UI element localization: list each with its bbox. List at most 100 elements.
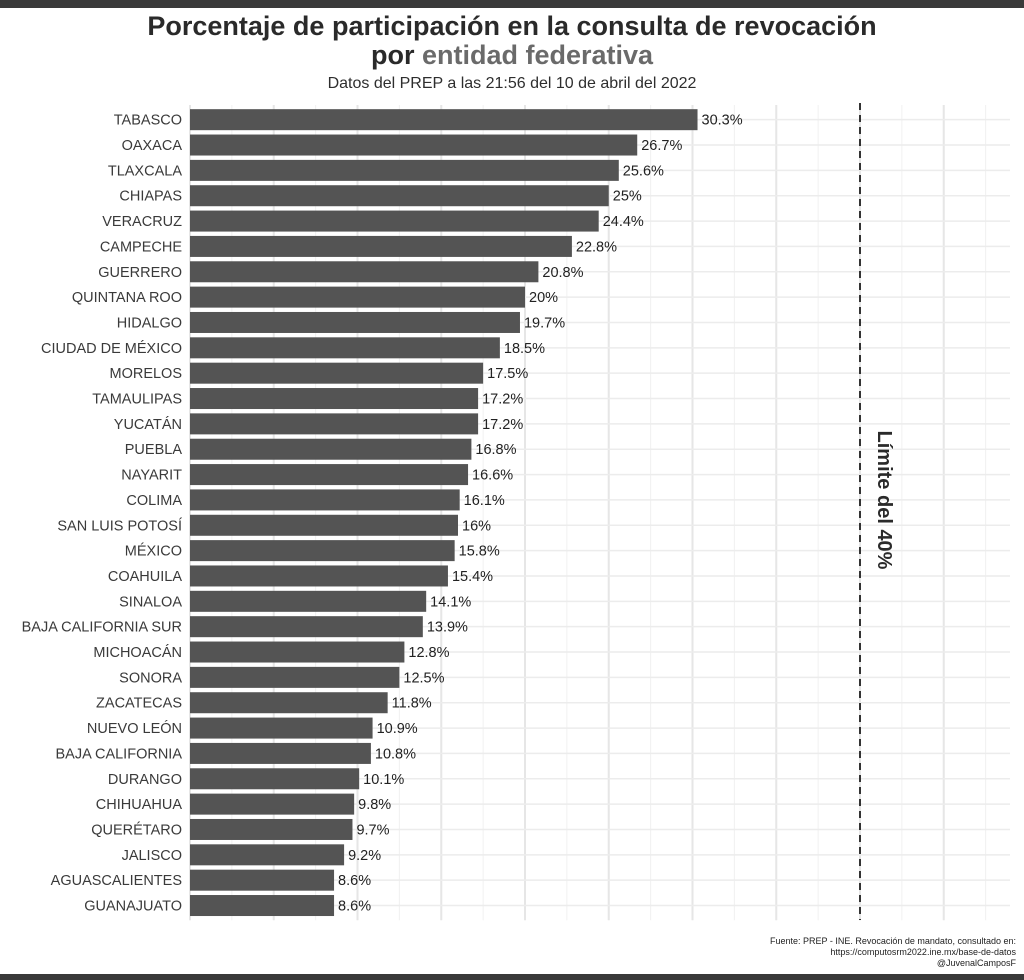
bar <box>190 464 469 486</box>
value-label: 15.4% <box>452 569 493 585</box>
bar <box>190 590 427 612</box>
bar <box>190 895 335 917</box>
title-prefix: por <box>370 40 422 70</box>
chart-subtitle: Datos del PREP a las 21:56 del 10 de abr… <box>327 75 697 92</box>
category-label: GUANAJUATO <box>84 899 182 915</box>
category-label: HIDALGO <box>117 315 182 331</box>
bar <box>190 540 455 562</box>
value-label: 17.5% <box>487 366 528 382</box>
value-label: 13.9% <box>427 620 468 636</box>
value-label: 11.8% <box>392 696 432 712</box>
value-label: 20.8% <box>542 265 583 281</box>
value-label: 16% <box>462 518 491 534</box>
value-label: 12.8% <box>408 645 449 661</box>
value-label: 16.1% <box>464 493 505 509</box>
bottom-border <box>0 974 1024 980</box>
category-label: MORELOS <box>109 366 182 382</box>
category-label: COLIMA <box>126 493 182 509</box>
bar <box>190 235 572 257</box>
category-label: QUERÉTARO <box>91 821 182 838</box>
bar <box>190 565 448 587</box>
category-label: TLAXCALA <box>108 163 182 179</box>
category-label: BAJA CALIFORNIA SUR <box>22 620 182 636</box>
bar <box>190 692 388 714</box>
bar <box>190 311 520 333</box>
bar <box>190 388 479 410</box>
value-label: 10.8% <box>375 746 416 762</box>
source-note: Fuente: PREP - INE. Revocación de mandat… <box>496 936 1016 969</box>
source-line-2: https://computosrm2022.ine.mx/base-de-da… <box>830 947 1016 957</box>
bar <box>190 489 460 511</box>
bar <box>190 869 335 891</box>
bar <box>190 438 472 460</box>
reference-line-label: Límite del 40% <box>873 431 895 570</box>
bar <box>190 286 525 308</box>
value-label: 10.1% <box>363 772 404 788</box>
bar <box>190 616 423 638</box>
value-label: 9.7% <box>356 822 389 838</box>
top-border <box>0 0 1024 8</box>
source-line-1: Fuente: PREP - INE. Revocación de mandat… <box>770 936 1016 946</box>
bar <box>190 109 698 131</box>
bar <box>190 413 479 435</box>
bar <box>190 514 458 536</box>
value-label: 20% <box>529 290 558 306</box>
value-label: 8.6% <box>338 899 371 915</box>
value-label: 25.6% <box>623 163 664 179</box>
category-label: CHIAPAS <box>119 189 182 205</box>
bar <box>190 818 353 840</box>
value-label: 9.8% <box>358 797 391 813</box>
category-label: GUERRERO <box>98 265 182 281</box>
value-label: 17.2% <box>482 392 523 408</box>
category-label: MÉXICO <box>125 543 182 560</box>
value-label: 17.2% <box>482 417 523 433</box>
category-label: NAYARIT <box>121 468 182 484</box>
category-label: CHIHUAHUA <box>96 797 183 813</box>
category-label: ZACATECAS <box>96 696 182 712</box>
bar <box>190 641 405 663</box>
category-label: PUEBLA <box>125 442 183 458</box>
value-label: 16.8% <box>475 442 516 458</box>
category-label: SAN LUIS POTOSÍ <box>57 517 182 534</box>
bar <box>190 717 373 739</box>
value-label: 25% <box>613 189 642 205</box>
value-label: 30.3% <box>702 113 743 129</box>
value-label: 24.4% <box>603 214 644 230</box>
category-label: NUEVO LEÓN <box>87 720 182 737</box>
value-label: 22.8% <box>576 239 617 255</box>
value-label: 18.5% <box>504 341 545 357</box>
category-label: MICHOACÁN <box>93 644 182 661</box>
bar <box>190 210 599 232</box>
bar <box>190 134 638 156</box>
category-label: SONORA <box>119 670 182 686</box>
chart-title: Porcentaje de participación en la consul… <box>0 12 1024 70</box>
category-label: COAHUILA <box>108 569 182 585</box>
value-label: 14.1% <box>430 594 471 610</box>
bar <box>190 362 484 384</box>
bar <box>190 768 360 790</box>
value-label: 19.7% <box>524 315 565 331</box>
bar <box>190 159 619 181</box>
value-label: 16.6% <box>472 468 513 484</box>
category-label: TABASCO <box>114 113 182 129</box>
category-label: YUCATÁN <box>114 416 182 433</box>
value-label: 12.5% <box>403 670 444 686</box>
category-label: OAXACA <box>122 138 183 154</box>
category-label: CAMPECHE <box>100 239 183 255</box>
title-line-2: por entidad federativa <box>0 41 1024 70</box>
bar <box>190 261 539 283</box>
bar-chart: TABASCO 30.3% OAXACA 26.7% TLAXCALA 25.6% CHIA… <box>22 103 1010 921</box>
title-line-1: Porcentaje de participación en la consul… <box>147 11 877 41</box>
value-label: 8.6% <box>338 873 371 889</box>
bar <box>190 793 355 815</box>
bar <box>190 185 609 207</box>
category-label: BAJA CALIFORNIA <box>55 746 182 762</box>
source-line-3: @JuvenalCamposF <box>936 958 1016 968</box>
bar <box>190 337 500 359</box>
category-label: JALISCO <box>122 848 182 864</box>
value-label: 10.9% <box>377 721 418 737</box>
value-label: 9.2% <box>348 848 381 864</box>
category-label: QUINTANA ROO <box>72 290 182 306</box>
category-label: TAMAULIPAS <box>92 392 182 408</box>
category-label: VERACRUZ <box>102 214 182 230</box>
